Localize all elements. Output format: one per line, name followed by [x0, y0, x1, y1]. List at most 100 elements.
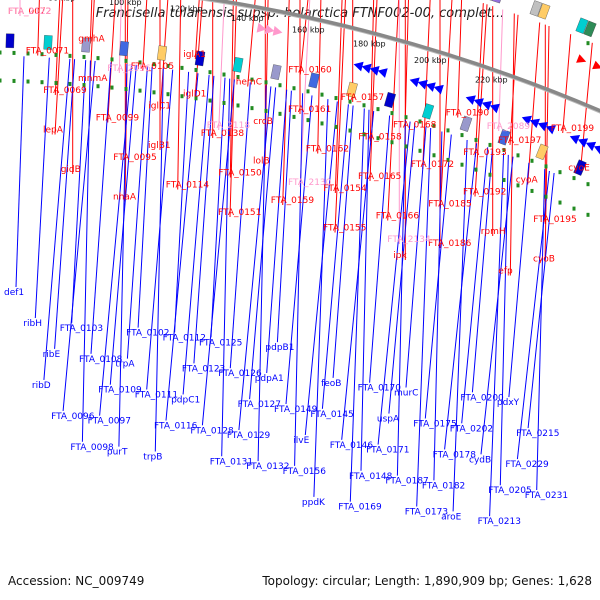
feature-tick-rings	[0, 41, 590, 217]
forward-arrow	[592, 60, 600, 70]
reverse-gene-label: FTA_0182	[422, 481, 465, 491]
reverse-gene-label: FTA_0102	[126, 329, 169, 339]
label-leader-line	[282, 0, 290, 206]
reverse-gene-label: FTA_0213	[478, 517, 521, 527]
forward-gene-label: FTA_0190	[446, 109, 490, 119]
reverse-gene-label: cydB	[469, 455, 491, 465]
ring-tick	[292, 114, 296, 119]
reverse-gene-label: trpB	[143, 453, 162, 463]
ring-tick	[502, 177, 506, 182]
ring-tick	[152, 90, 156, 95]
reverse-gene-label: FTA_0146	[330, 441, 374, 451]
label-leader-line	[218, 0, 225, 131]
feature-block	[497, 129, 511, 146]
reverse-gene-label: trpA	[115, 360, 135, 370]
ring-tick	[180, 94, 184, 99]
feature-block	[232, 57, 244, 73]
reverse-arrow	[425, 82, 436, 92]
feature-block	[421, 103, 435, 120]
label-leader-line	[89, 0, 93, 44]
kbp-tick-label: 120 kbp	[170, 5, 203, 14]
reverse-gene-label: aroE	[441, 512, 462, 522]
kbp-tick-label: 200 kbp	[414, 56, 447, 65]
feature-arrows	[5, 0, 600, 176]
forward-gene-label: hemC	[236, 78, 262, 88]
reverse-gene-label: FTA_0125	[199, 338, 242, 348]
label-leader-line	[562, 34, 572, 134]
label-leader-line	[471, 148, 493, 393]
label-leader-line	[37, 0, 40, 56]
reverse-arrow	[569, 135, 581, 145]
kbp-ticks: 80 kbp 100 kbp 120 kbp 140 kbp 160 kbp 180 kb…	[48, 0, 508, 84]
reverse-gene-label: ilvE	[293, 436, 309, 446]
ring-tick	[12, 78, 16, 83]
forward-gene-label: FTA_0151	[218, 208, 261, 218]
reverse-arrow	[545, 125, 556, 135]
label-leader-line	[369, 0, 378, 182]
forward-gene-label: mnmA	[78, 74, 108, 84]
label-leader-line	[369, 115, 391, 383]
forward-gene-label: FTA_0186	[428, 239, 472, 249]
label-leader-line	[210, 77, 226, 338]
forward-arrow	[272, 25, 283, 36]
ring-tick	[446, 128, 450, 133]
label-leader-line	[387, 0, 400, 221]
forward-gene-label: efp	[498, 267, 513, 277]
reverse-gene-label: FTA_0129	[227, 431, 271, 441]
ring-tick	[138, 60, 142, 65]
reverse-gene-label: murC	[394, 389, 418, 399]
reverse-gene-label: FTA_0156	[283, 467, 327, 477]
reverse-gene-label: FTA_0128	[190, 426, 234, 436]
ring-tick	[236, 75, 240, 80]
label-leader-line	[509, 13, 515, 276]
ring-tick	[558, 170, 562, 175]
ring-tick	[96, 84, 100, 89]
forward-gene-label: crcB	[253, 117, 273, 127]
reverse-gene-label: FTA_0111	[135, 391, 178, 401]
forward-gene-label: cyoB	[533, 255, 555, 265]
ring-tick	[586, 212, 590, 217]
label-leader-line	[159, 0, 169, 111]
label-leader-line	[304, 101, 338, 436]
forward-gene-label: iglC1	[148, 102, 171, 112]
label-leader-line	[34, 57, 50, 319]
ring-tick	[558, 200, 562, 205]
reverse-arrow	[577, 138, 589, 148]
reverse-gene-label: FTA_0187	[385, 477, 428, 487]
label-leader-line	[433, 131, 443, 481]
topology-summary: Topology: circular; Length: 1,890,909 bp…	[262, 574, 592, 588]
ring-tick	[40, 52, 44, 57]
reverse-gene-label: FTA_0131	[210, 457, 253, 467]
reverse-arrow	[369, 66, 380, 76]
label-leader-line	[332, 105, 354, 378]
forward-gene-label: FTA_0071	[26, 47, 69, 57]
ring-tick	[68, 81, 72, 86]
reverse-gene-label: FTA_0175	[413, 420, 456, 430]
label-leader-line	[193, 75, 215, 364]
label-leader-line	[489, 153, 505, 517]
label-leader-line	[377, 121, 411, 445]
label-leader-line	[527, 22, 541, 185]
gene-labels: FTA_0072 FTA_0071 FTA_0069 lepA gidB gmhA mnmA…	[4, 7, 594, 527]
reverse-gene-label: pdpB1	[265, 343, 294, 353]
ring-tick	[390, 111, 394, 116]
label-leader-line	[229, 0, 234, 178]
forward-gene-label: ipk	[393, 251, 407, 261]
forward-gene-label: FTA_0105	[131, 62, 174, 72]
forward-gene-label: FTA_0099	[96, 114, 140, 124]
label-leader-line	[317, 0, 322, 154]
reverse-gene-label: FTA_0205	[488, 486, 531, 496]
highlight-gene-label: FTA_2096	[107, 64, 151, 74]
ring-tick	[26, 51, 30, 56]
feature-block	[194, 50, 206, 67]
ring-tick	[110, 85, 114, 90]
label-leader-line	[404, 0, 409, 130]
ring-tick	[250, 106, 254, 111]
label-leader-line	[509, 14, 519, 146]
reverse-gene-label: pdpC1	[171, 395, 200, 405]
reverse-gene-label: FTA_0171	[366, 446, 409, 456]
ring-tick	[432, 153, 436, 158]
accession-text: Accession: NC_009749	[8, 574, 145, 588]
ring-tick	[68, 53, 72, 58]
ring-tick	[54, 52, 58, 57]
